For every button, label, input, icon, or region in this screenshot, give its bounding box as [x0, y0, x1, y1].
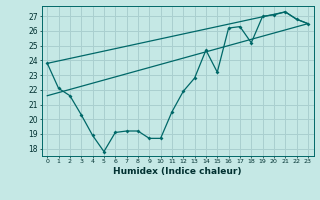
X-axis label: Humidex (Indice chaleur): Humidex (Indice chaleur)	[113, 167, 242, 176]
